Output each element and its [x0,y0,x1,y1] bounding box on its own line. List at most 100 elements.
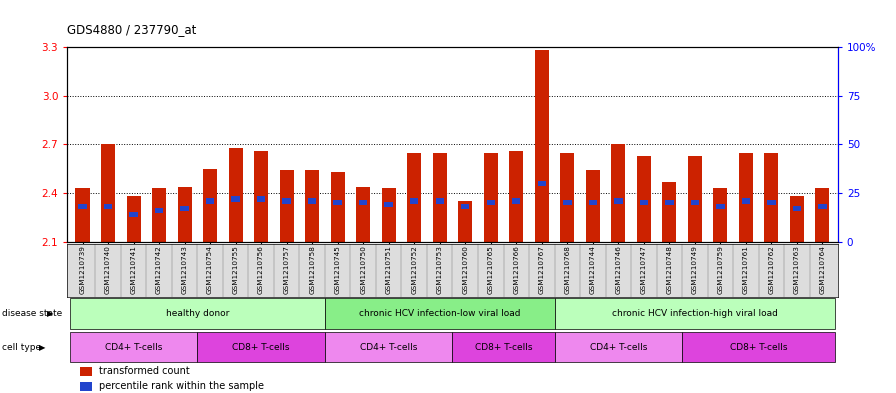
Bar [611,144,625,242]
Bar [589,200,597,206]
Bar [435,198,444,204]
Bar [691,200,699,206]
Text: GSM1210746: GSM1210746 [616,245,621,294]
Bar [410,198,418,204]
Bar [177,187,192,242]
Text: GSM1210749: GSM1210749 [692,245,698,294]
Text: GSM1210756: GSM1210756 [258,245,264,294]
Text: GSM1210755: GSM1210755 [233,245,238,294]
Bar [359,200,367,206]
Bar [75,188,90,242]
Bar [331,172,345,242]
Bar [665,200,674,206]
Bar [155,208,163,213]
Text: GSM1210757: GSM1210757 [284,245,289,294]
Text: CD8+ T-cells: CD8+ T-cells [475,343,532,351]
Text: cell type: cell type [2,343,41,351]
Bar [764,152,779,242]
Bar [487,200,495,206]
Text: GSM1210747: GSM1210747 [641,245,647,294]
Text: ▶: ▶ [47,309,53,318]
Bar [206,198,214,204]
Text: GDS4880 / 237790_at: GDS4880 / 237790_at [67,24,196,37]
Text: GSM1210762: GSM1210762 [769,245,774,294]
Text: GSM1210753: GSM1210753 [436,245,443,294]
Bar [563,200,572,206]
Bar [742,198,750,204]
Bar [306,171,319,242]
Text: GSM1210750: GSM1210750 [360,245,366,294]
Bar [538,181,546,186]
Text: GSM1210754: GSM1210754 [207,245,213,294]
Bar [101,144,115,242]
Bar [535,50,548,242]
Text: chronic HCV infection-low viral load: chronic HCV infection-low viral load [359,309,521,318]
Text: GSM1210752: GSM1210752 [411,245,418,294]
Text: GSM1210765: GSM1210765 [487,245,494,294]
Bar [662,182,676,242]
Text: GSM1210741: GSM1210741 [131,245,136,294]
Bar [231,196,240,202]
Bar [78,204,87,209]
Bar [407,152,421,242]
Text: GSM1210768: GSM1210768 [564,245,570,294]
Text: GSM1210759: GSM1210759 [718,245,723,294]
Bar [197,332,325,362]
Bar [713,188,728,242]
Text: GSM1210748: GSM1210748 [667,245,672,294]
Bar [333,200,342,206]
Bar [129,212,138,217]
Bar [228,148,243,242]
Text: healthy donor: healthy donor [166,309,229,318]
Bar [739,152,753,242]
Text: CD4+ T-cells: CD4+ T-cells [360,343,418,351]
Bar [382,188,396,242]
Bar [152,188,166,242]
Bar [560,152,574,242]
Text: disease state: disease state [2,309,62,318]
Bar [254,151,268,242]
Bar [257,196,265,202]
Bar [614,198,623,204]
Bar [555,298,835,329]
Bar [384,202,393,208]
Text: GSM1210744: GSM1210744 [590,245,596,294]
Bar [512,198,521,204]
Bar [282,198,291,204]
Text: GSM1210742: GSM1210742 [156,245,162,294]
Bar [70,332,197,362]
Text: GSM1210761: GSM1210761 [743,245,749,294]
Text: GSM1210766: GSM1210766 [513,245,520,294]
Bar [325,298,555,329]
Bar [682,332,835,362]
Text: CD8+ T-cells: CD8+ T-cells [232,343,290,351]
Text: GSM1210745: GSM1210745 [335,245,340,294]
Text: percentile rank within the sample: percentile rank within the sample [99,381,264,391]
Bar [80,367,91,376]
Text: GSM1210739: GSM1210739 [80,245,85,294]
Text: GSM1210763: GSM1210763 [794,245,800,294]
Bar [70,298,325,329]
Bar [586,171,599,242]
Text: GSM1210760: GSM1210760 [462,245,469,294]
Bar [280,171,294,242]
Text: GSM1210740: GSM1210740 [105,245,111,294]
Bar [433,152,447,242]
Text: CD8+ T-cells: CD8+ T-cells [730,343,788,351]
Bar [461,204,470,209]
Text: CD4+ T-cells: CD4+ T-cells [105,343,162,351]
Bar [325,332,452,362]
Text: CD4+ T-cells: CD4+ T-cells [590,343,647,351]
Bar [716,204,725,209]
Bar [815,188,830,242]
Bar [458,201,472,242]
Bar [509,151,523,242]
Text: transformed count: transformed count [99,366,190,376]
Text: GSM1210758: GSM1210758 [309,245,315,294]
Bar [452,332,555,362]
Bar [767,200,776,206]
Bar [80,382,91,391]
Text: GSM1210764: GSM1210764 [820,245,825,294]
Bar [484,152,498,242]
Text: GSM1210743: GSM1210743 [182,245,187,294]
